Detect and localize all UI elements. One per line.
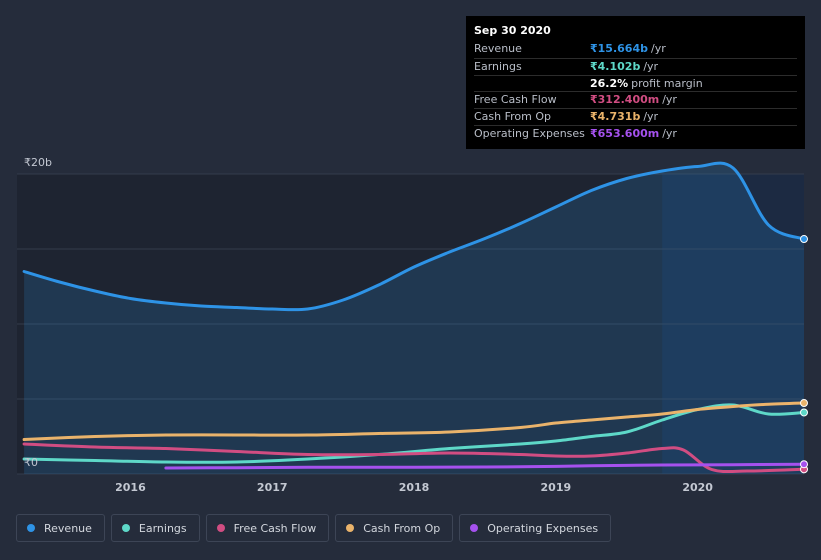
tooltip-row: Cash From Op ₹4.731b/yr [474, 108, 797, 125]
legend: Revenue Earnings Free Cash Flow Cash From O… [16, 514, 612, 542]
tooltip: Sep 30 2020 Revenue ₹15.664b/yr Earnings ₹4… [466, 16, 805, 149]
tooltip-row-value: ₹4.102b [590, 59, 641, 73]
series-line-revenue [22, 161, 806, 312]
tooltip-row: Revenue ₹15.664b/yr [474, 41, 797, 58]
x-tick-label: 2020 [682, 481, 713, 494]
legend-label: Operating Expenses [487, 521, 599, 535]
y-tick-label-top: ₹20b [24, 156, 52, 169]
tooltip-row-value: ₹653.600m [590, 126, 660, 140]
legend-dot-icon [27, 524, 35, 532]
series-area-revenue [24, 163, 805, 474]
legend-item-cash-from-op[interactable]: Cash From Op [335, 514, 454, 542]
legend-dot-icon [216, 524, 225, 532]
tooltip-row-unit: /yr [643, 110, 659, 124]
tooltip-row-unit: /yr [643, 59, 659, 73]
tooltip-row-value: ₹4.731b [590, 110, 641, 124]
series-end-marker-revenue [800, 235, 808, 244]
tooltip-row-label: Earnings [474, 59, 522, 73]
series-line-operating-expenses [164, 462, 806, 470]
legend-item-operating-expenses[interactable]: Operating Expenses [459, 514, 612, 542]
series-end-marker-cash-from-op [800, 399, 808, 408]
tooltip-row-unit: /yr [662, 126, 677, 140]
tooltip-row-value: 26.2% [590, 76, 629, 90]
legend-label: Cash From Op [363, 521, 441, 535]
tooltip-row-label: Operating Expenses [474, 126, 585, 140]
tooltip-row-value: ₹15.664b [590, 42, 648, 55]
tooltip-row-value: ₹312.400m [590, 93, 660, 107]
x-tick-label: 2016 [115, 481, 146, 494]
tooltip-row-label: Cash From Op [474, 110, 552, 124]
tooltip-row: Free Cash Flow ₹312.400m/yr [474, 91, 797, 108]
series-line-free-cash-flow [22, 442, 806, 474]
legend-label: Earnings [138, 521, 187, 535]
tooltip-row-label: Free Cash Flow [474, 93, 557, 107]
tooltip-row: 26.2% profit margin [474, 74, 797, 92]
x-tick-label: 2017 [257, 481, 288, 494]
legend-item-free-cash-flow[interactable]: Free Cash Flow [205, 514, 330, 542]
tooltip-row-unit: profit margin [631, 76, 703, 90]
tooltip-row-unit: /yr [650, 42, 666, 55]
tooltip-row-label: Revenue [474, 42, 522, 55]
legend-label: Revenue [44, 521, 92, 535]
tooltip-row: Earnings ₹4.102b/yr [474, 57, 797, 75]
tooltip-row-unit: /yr [662, 93, 677, 107]
series-end-marker-operating-expenses [800, 460, 808, 469]
legend-item-earnings[interactable]: Earnings [110, 514, 200, 542]
x-tick-label: 2018 [399, 481, 430, 494]
legend-dot-icon [470, 524, 479, 532]
legend-dot-icon [121, 524, 130, 532]
series-end-marker-earnings [800, 408, 808, 417]
tooltip-date: Sep 30 2020 [474, 24, 551, 37]
x-tick-label: 2019 [541, 481, 572, 494]
y-tick-label-bottom: ₹0 [24, 456, 38, 469]
tooltip-row: Operating Expenses ₹653.600m/yr [474, 124, 797, 142]
legend-item-revenue[interactable]: Revenue [16, 514, 105, 542]
financial-chart: 2016 2017 2018 2019 2020 ₹20b ₹0 [17, 156, 808, 494]
tooltip-row-label [474, 76, 590, 92]
series-line-cash-from-op [22, 401, 806, 441]
legend-label: Free Cash Flow [233, 521, 317, 535]
legend-dot-icon [346, 524, 355, 532]
